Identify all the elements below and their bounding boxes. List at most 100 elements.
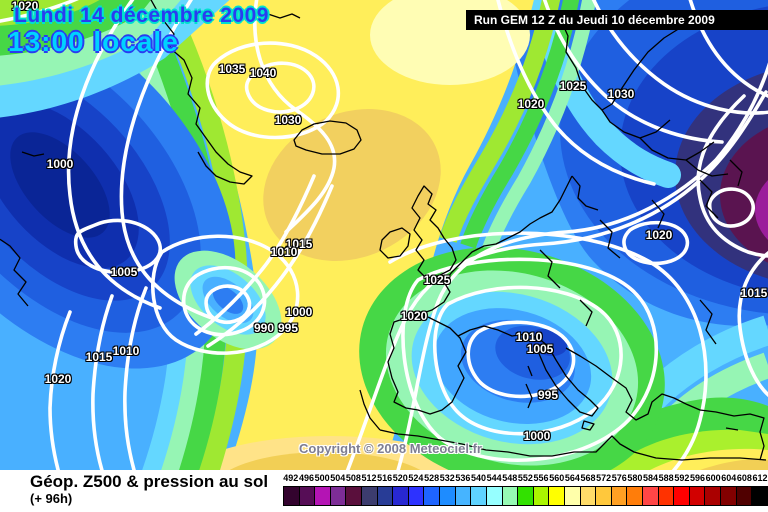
legend-tick-label: 536	[455, 473, 471, 483]
legend-swatch	[627, 487, 644, 505]
legend-swatch	[377, 487, 394, 505]
legend-swatch	[564, 487, 581, 505]
pressure-label: 1020	[645, 228, 673, 242]
legend-tick-label: 608	[736, 473, 752, 483]
valid-time-text: 13:00 locale	[8, 26, 179, 57]
pressure-label: 1030	[274, 113, 302, 127]
legend-tick-label: 560	[549, 473, 565, 483]
legend-tick-label: 512	[361, 473, 377, 483]
pressure-label: 1010	[112, 344, 140, 358]
legend-tick-label: 504	[330, 473, 346, 483]
pressure-label: 1000	[285, 305, 313, 319]
pressure-label: 1025	[423, 273, 451, 287]
legend-swatch	[362, 487, 378, 505]
chart-title: Géop. Z500 & pression au sol	[30, 472, 269, 491]
legend-swatch	[721, 487, 737, 505]
legend-swatch	[455, 487, 472, 505]
legend-tick-label: 524	[408, 473, 424, 483]
legend-swatch	[502, 487, 519, 505]
pressure-label: 1020	[11, 0, 39, 13]
legend-tick-label: 532	[439, 473, 455, 483]
legend-swatch	[533, 487, 550, 505]
isobar-lines	[0, 0, 768, 470]
legend-swatch	[346, 487, 363, 505]
color-scale-legend: 492 496 500 504 508 512 516 520 524 528 532 536 540 5…	[283, 473, 768, 511]
forecast-hour: (+ 96h)	[30, 491, 73, 506]
legend-tick-label: 588	[658, 473, 674, 483]
legend-tick-label: 516	[377, 473, 393, 483]
legend-swatch	[752, 487, 767, 505]
legend-tick-label: 564	[564, 473, 580, 483]
pressure-label: 1005	[110, 265, 138, 279]
legend-tick-label: 568	[580, 473, 596, 483]
legend-swatch	[674, 487, 690, 505]
pressure-label: 1015	[285, 237, 313, 251]
legend-swatch	[518, 487, 534, 505]
legend-tick-label: 496	[298, 473, 314, 483]
legend-swatch	[424, 487, 441, 505]
pressure-label: 995	[277, 321, 299, 335]
legend-tick-label: 548	[502, 473, 518, 483]
coastlines	[0, 0, 767, 461]
legend-tick-label: 604	[721, 473, 737, 483]
copyright-text: Copyright © 2008 Meteociel.fr	[299, 441, 482, 456]
pressure-label: 1020	[517, 97, 545, 111]
legend-swatch	[408, 487, 425, 505]
legend-swatch	[689, 487, 706, 505]
legend-swatch	[580, 487, 597, 505]
valid-date-text: Lundi 14 décembre 2009	[14, 4, 269, 27]
legend-tick-label: 584	[643, 473, 659, 483]
legend-swatch	[440, 487, 456, 505]
pressure-label: 990	[253, 321, 275, 335]
legend-tick-label: 520	[392, 473, 408, 483]
legend-color-bar	[283, 486, 768, 506]
pressure-label: 1030	[607, 87, 635, 101]
legend-swatch	[705, 487, 722, 505]
legend-swatch	[658, 487, 675, 505]
legend-tick-label: 544	[486, 473, 502, 483]
legend-tick-label: 528	[424, 473, 440, 483]
legend-tick-label: 600	[705, 473, 721, 483]
legend-swatch	[611, 487, 628, 505]
pressure-label: 1020	[44, 372, 72, 386]
legend-swatch	[471, 487, 487, 505]
legend-swatch	[736, 487, 753, 505]
legend-tick-label: 580	[627, 473, 643, 483]
legend-swatch	[315, 487, 331, 505]
legend-swatch	[643, 487, 659, 505]
pressure-label: 1000	[46, 157, 74, 171]
pressure-label: 1020	[400, 309, 428, 323]
geopotential-map-graphic	[0, 0, 768, 470]
pressure-label: 1035	[218, 62, 246, 76]
pressure-label: 1015	[740, 286, 768, 300]
legend-swatch	[596, 487, 612, 505]
legend-tick-label: 556	[533, 473, 549, 483]
legend-tick-label: 552	[517, 473, 533, 483]
legend-tick-label: 612	[752, 473, 768, 483]
legend-tick-label: 576	[611, 473, 627, 483]
legend-swatch	[330, 487, 347, 505]
pressure-label: 1010	[270, 245, 298, 259]
legend-swatch	[284, 487, 300, 505]
pressure-label: 1015	[85, 350, 113, 364]
legend-value-labels: 492 496 500 504 508 512 516 520 524 528 532 536 540 5…	[283, 473, 768, 484]
pressure-label: 1010	[515, 330, 543, 344]
legend-tick-label: 572	[596, 473, 612, 483]
legend-tick-label: 492	[283, 473, 299, 483]
legend-swatch	[393, 487, 409, 505]
model-run-info: Run GEM 12 Z du Jeudi 10 décembre 2009	[466, 10, 768, 30]
map-area: 1020 1035 1040 1030 1000 1005 1015 1010 1000 990 9…	[0, 0, 768, 470]
legend-tick-label: 500	[314, 473, 330, 483]
pressure-label: 1000	[523, 429, 551, 443]
legend-tick-label: 596	[689, 473, 705, 483]
pressure-label: 1005	[526, 342, 554, 356]
pressure-label: 995	[537, 388, 559, 402]
legend-tick-label: 508	[345, 473, 361, 483]
legend-tick-label: 592	[674, 473, 690, 483]
pressure-label: 1040	[249, 66, 277, 80]
legend-swatch	[486, 487, 503, 505]
footer-bar: Géop. Z500 & pression au sol (+ 96h) 492…	[0, 470, 768, 512]
pressure-label: 1025	[559, 79, 587, 93]
legend-tick-label: 540	[470, 473, 487, 483]
